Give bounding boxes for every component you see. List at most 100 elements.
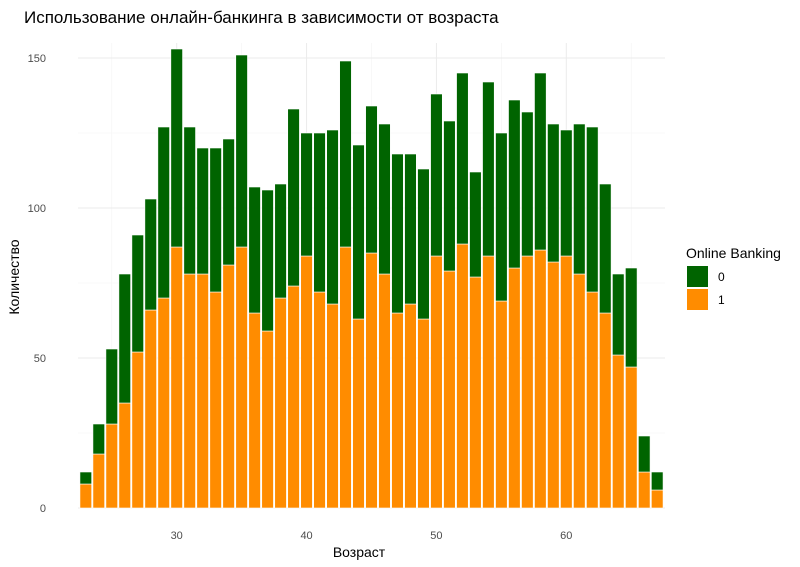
y-axis-ticks: 0 50 100 150 <box>28 53 46 515</box>
bar-series-1 <box>469 276 482 509</box>
bar-series-0 <box>456 72 469 245</box>
legend-swatch-0 <box>687 266 708 287</box>
bar-series-0 <box>313 132 326 293</box>
bar-series-0 <box>430 93 443 257</box>
bar-series-0 <box>170 48 183 248</box>
bar-series-0 <box>612 273 625 356</box>
x-axis-title: Возраст <box>333 544 386 560</box>
bar-series-1 <box>352 318 365 509</box>
legend-items: 01 <box>687 266 725 310</box>
bar-series-1 <box>404 303 417 509</box>
bar-series-0 <box>469 171 482 278</box>
y-tick-label: 50 <box>34 353 46 365</box>
bar-series-1 <box>105 423 118 509</box>
bar-series-1 <box>274 297 287 509</box>
bar-series-1 <box>365 252 378 509</box>
y-tick-label: 150 <box>28 53 46 65</box>
bar-series-0 <box>339 60 352 248</box>
bar-series-1 <box>573 273 586 509</box>
bar-series-0 <box>196 147 209 275</box>
y-tick-label: 0 <box>40 503 46 515</box>
legend-label-1: 1 <box>718 293 725 307</box>
legend-title: Online Banking <box>686 245 781 261</box>
bar-series-0 <box>209 147 222 293</box>
bar-series-1 <box>144 309 157 509</box>
bar-series-1 <box>612 354 625 509</box>
bar-series-0 <box>365 105 378 254</box>
bar-series-0 <box>378 123 391 275</box>
bar-series-0 <box>79 471 92 485</box>
bar-series-1 <box>248 312 261 509</box>
bar-series-0 <box>235 54 248 248</box>
bar-series-0 <box>417 168 430 320</box>
bar-series-1 <box>599 312 612 509</box>
bar-series-0 <box>521 111 534 257</box>
bar-series-0 <box>92 423 105 455</box>
bar-series-1 <box>625 366 638 509</box>
bar-series-1 <box>118 402 131 509</box>
bar-series-0 <box>183 126 196 275</box>
bar-series-1 <box>378 273 391 509</box>
bar-series-1 <box>313 291 326 509</box>
y-axis-title: Количество <box>6 239 22 314</box>
bars <box>79 48 664 509</box>
x-tick-label: 40 <box>300 530 312 542</box>
x-tick-label: 60 <box>560 530 572 542</box>
bar-series-1 <box>339 246 352 509</box>
bar-series-1 <box>170 246 183 509</box>
bar-series-1 <box>131 351 144 509</box>
bar-series-0 <box>261 189 274 332</box>
bar-series-0 <box>443 120 456 272</box>
bar-series-1 <box>638 471 651 509</box>
bar-series-1 <box>586 291 599 509</box>
bar-series-0 <box>222 138 235 266</box>
bar-series-0 <box>300 132 313 257</box>
bar-series-1 <box>651 489 664 509</box>
bar-series-0 <box>157 126 170 299</box>
bar-series-1 <box>196 273 209 509</box>
bar-series-0 <box>560 129 573 257</box>
legend-swatch-1 <box>687 289 708 310</box>
bar-series-0 <box>118 273 131 404</box>
bar-series-1 <box>261 330 274 509</box>
bar-series-1 <box>417 318 430 509</box>
y-tick-label: 100 <box>28 203 46 215</box>
bar-series-1 <box>183 273 196 509</box>
bar-series-0 <box>144 198 157 311</box>
bar-series-0 <box>482 81 495 257</box>
bar-series-1 <box>235 246 248 509</box>
legend-label-0: 0 <box>718 270 725 284</box>
chart-title: Использование онлайн-банкинга в зависимо… <box>24 8 499 27</box>
bar-series-1 <box>482 255 495 509</box>
bar-series-0 <box>248 186 261 314</box>
bar-series-1 <box>222 264 235 509</box>
bar-series-0 <box>547 123 560 263</box>
bar-series-1 <box>508 267 521 509</box>
bar-series-1 <box>209 291 222 509</box>
bar-series-1 <box>92 453 105 509</box>
bar-series-0 <box>352 144 365 320</box>
bar-series-0 <box>404 153 417 305</box>
bar-series-0 <box>131 234 144 353</box>
bar-series-0 <box>651 471 664 491</box>
bar-series-0 <box>287 108 300 287</box>
bar-series-1 <box>430 255 443 509</box>
bar-series-1 <box>391 312 404 509</box>
bar-series-0 <box>586 126 599 293</box>
bar-series-1 <box>560 255 573 509</box>
bar-series-1 <box>326 303 339 509</box>
bar-series-0 <box>105 348 118 425</box>
bar-series-0 <box>508 99 521 269</box>
bar-series-1 <box>456 243 469 509</box>
bar-series-1 <box>495 300 508 509</box>
bar-series-1 <box>547 261 560 509</box>
bar-series-0 <box>326 129 339 305</box>
bar-series-0 <box>274 183 287 299</box>
bar-series-1 <box>79 483 92 509</box>
bar-series-0 <box>573 123 586 275</box>
bar-series-0 <box>599 183 612 314</box>
bar-series-1 <box>534 249 547 509</box>
bar-series-1 <box>521 255 534 509</box>
